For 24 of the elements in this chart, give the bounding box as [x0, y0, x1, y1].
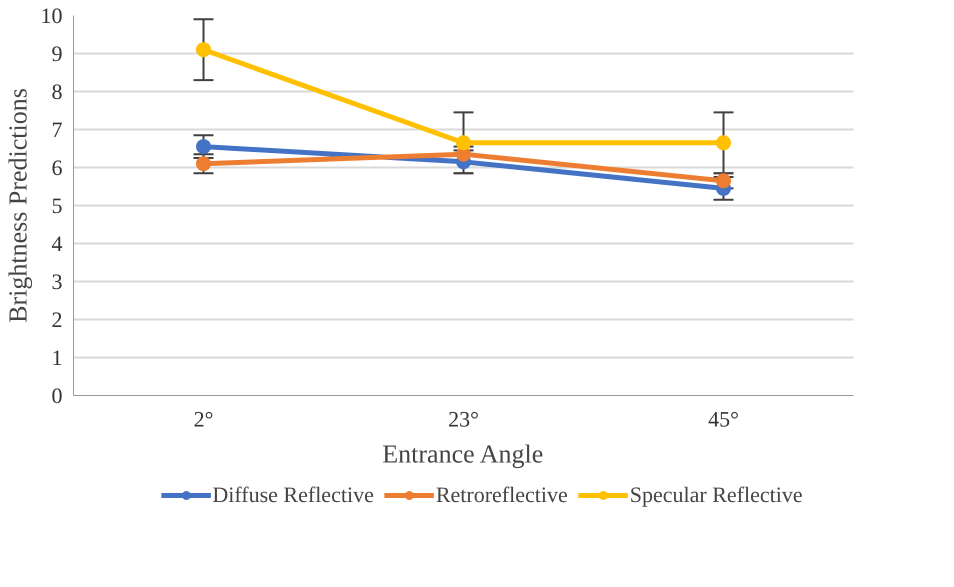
y-tick-label: 4	[52, 231, 62, 256]
y-tick-label: 0	[52, 383, 62, 408]
y-tick-label: 10	[40, 3, 62, 28]
y-tick-label: 2	[52, 307, 62, 332]
y-axis-title: Brightness Predictions	[4, 88, 32, 323]
y-tick-label: 7	[52, 117, 62, 142]
point	[716, 173, 731, 188]
point	[716, 135, 731, 150]
x-tick-label: 2°	[194, 406, 214, 432]
legend-label: Specular Reflective	[630, 482, 803, 508]
y-tick-label: 1	[52, 345, 62, 370]
point	[196, 139, 211, 154]
y-tick-label: 6	[52, 155, 62, 180]
legend-label: Diffuse Reflective	[212, 482, 374, 508]
y-tick-label: 3	[52, 269, 62, 294]
x-tick-label: 45°	[708, 406, 739, 432]
y-tick-label: 8	[52, 79, 62, 104]
y-tick-label: 5	[52, 193, 62, 218]
point	[456, 135, 471, 150]
point	[196, 42, 211, 58]
x-axis-title: Entrance Angle	[382, 440, 544, 468]
y-tick-label: 9	[52, 41, 62, 66]
x-tick-label: 23°	[448, 406, 479, 432]
legend-label: Retroreflective	[436, 482, 568, 508]
